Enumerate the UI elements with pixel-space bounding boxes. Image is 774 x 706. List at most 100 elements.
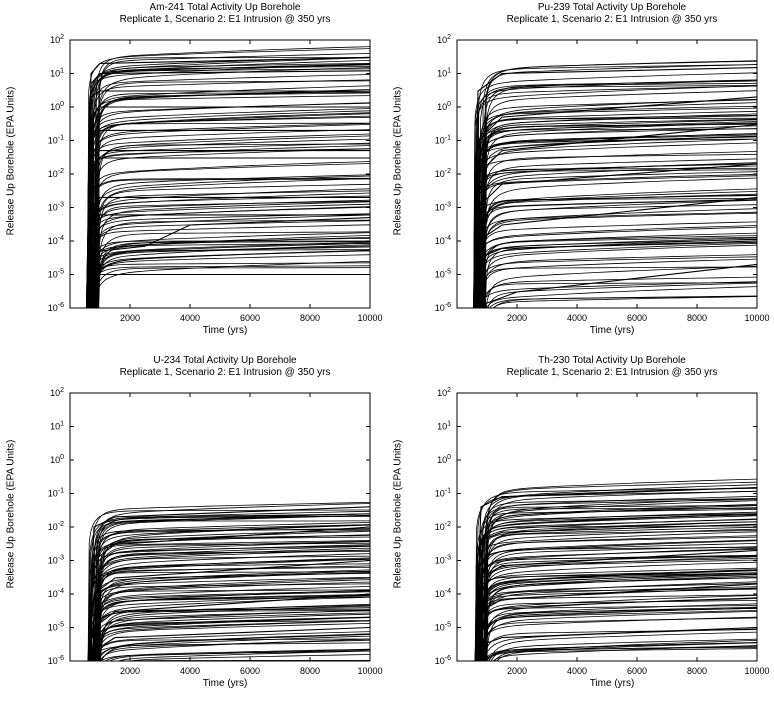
chart-title: Am-241 Total Activity Up Borehole bbox=[149, 2, 301, 13]
series-line-fill-94 bbox=[483, 572, 757, 661]
series-line-fill-42 bbox=[475, 134, 757, 308]
series-line-fill-73 bbox=[94, 583, 370, 661]
y-tick-label: 10-5 bbox=[435, 269, 451, 280]
series-line-fill-9 bbox=[483, 505, 757, 661]
series-line-fill-31 bbox=[95, 555, 370, 661]
series-line-fill-66 bbox=[483, 90, 757, 308]
series-line-fill-38 bbox=[90, 138, 370, 308]
series-line-fill-56 bbox=[480, 539, 757, 661]
y-tick-label: 101 bbox=[50, 421, 64, 432]
x-tick-label: 8000 bbox=[687, 313, 707, 323]
x-tick-label: 8000 bbox=[300, 313, 320, 323]
y-tick-label: 101 bbox=[437, 421, 451, 432]
series-line-fill-11 bbox=[98, 570, 370, 661]
chart-subtitle: Replicate 1, Scenario 2: E1 Intrusion @ … bbox=[119, 14, 331, 25]
series-line-fill-84 bbox=[95, 245, 370, 308]
series-line-fill-88 bbox=[96, 80, 370, 308]
series-line-fill-63 bbox=[95, 623, 370, 661]
series-line-fill-85 bbox=[93, 528, 370, 661]
series-line-fill-72 bbox=[481, 556, 757, 661]
series-line-fill-62 bbox=[94, 112, 370, 308]
y-tick-label: 100 bbox=[437, 101, 451, 112]
x-tick-label: 4000 bbox=[567, 666, 587, 676]
series-line-fill-23 bbox=[94, 535, 370, 661]
series-line-fill-52 bbox=[480, 607, 757, 661]
y-tick-label: 10-1 bbox=[435, 135, 451, 146]
series-line-fill-74 bbox=[93, 199, 370, 308]
series-line-fill-80 bbox=[480, 135, 757, 308]
series-line-fill-82 bbox=[483, 628, 757, 661]
series-line-fill-81 bbox=[96, 522, 370, 661]
series-line-fill-63 bbox=[97, 183, 370, 308]
series-line-fill-81 bbox=[86, 262, 370, 308]
series-line-fill-68 bbox=[478, 577, 757, 661]
series-line-fill-71 bbox=[87, 122, 370, 308]
series-line-fill-72 bbox=[86, 249, 370, 308]
series-line-fill-77 bbox=[98, 530, 370, 661]
series-line-fill-88 bbox=[473, 162, 757, 308]
series-line-fill-79 bbox=[481, 569, 757, 661]
series-line-3 bbox=[472, 163, 757, 308]
y-tick-label: 10-4 bbox=[48, 235, 64, 246]
y-tick-label: 100 bbox=[50, 101, 64, 112]
series-line-fill-70 bbox=[97, 53, 370, 308]
x-axis-label: Time (yrs) bbox=[202, 678, 248, 689]
y-tick-label: 10-6 bbox=[48, 302, 64, 313]
x-tick-label: 6000 bbox=[240, 313, 260, 323]
series-line-fill-7 bbox=[482, 211, 757, 308]
x-axis-label: Time (yrs) bbox=[589, 325, 635, 336]
series-line-fill-47 bbox=[92, 90, 370, 308]
x-tick-label: 6000 bbox=[240, 666, 260, 676]
series-line-fill-66 bbox=[492, 645, 757, 661]
series-line-fill-76 bbox=[477, 102, 757, 308]
plot-pu239: 10-6 10-5 10-4 10-3 10-2 10-1 100 101 102 2000 400… bbox=[435, 34, 770, 323]
series-line-fill-15 bbox=[89, 142, 370, 308]
x-tick-label: 8000 bbox=[687, 666, 707, 676]
series-line-fill-40 bbox=[95, 174, 370, 308]
series-line-fill-48 bbox=[95, 89, 370, 308]
y-tick-label: 10-3 bbox=[435, 555, 451, 566]
series-line-fill-11 bbox=[490, 638, 757, 661]
series-line-fill-92 bbox=[475, 513, 757, 661]
series-line-fill-83 bbox=[474, 225, 757, 308]
series-line-fill-52 bbox=[97, 515, 370, 661]
series-line-fill-65 bbox=[478, 99, 757, 308]
series-line-fill-70 bbox=[476, 610, 757, 661]
series-line-fill-17 bbox=[88, 540, 370, 661]
x-tick-label: 2000 bbox=[120, 666, 140, 676]
series-line-fill-89 bbox=[483, 526, 757, 661]
series-line-fill-55 bbox=[484, 558, 757, 661]
series-line-fill-90 bbox=[488, 631, 757, 661]
y-tick-label: 10-6 bbox=[48, 655, 64, 666]
series-line-fill-49 bbox=[477, 64, 757, 308]
series-line-fill-35 bbox=[90, 85, 370, 308]
series-line-fill-92 bbox=[485, 241, 757, 308]
plot-th230: 10-6 10-5 10-4 10-3 10-2 10-1 100 101 102 2000 400… bbox=[435, 387, 770, 676]
series-line-fill-91 bbox=[94, 577, 370, 661]
series-line-fill-75 bbox=[483, 153, 757, 308]
y-tick-label: 101 bbox=[437, 68, 451, 79]
series-line-fill-64 bbox=[135, 660, 370, 661]
x-axis-label: Time (yrs) bbox=[202, 325, 248, 336]
y-tick-label: 10-1 bbox=[435, 488, 451, 499]
series-line-fill-54 bbox=[482, 276, 757, 308]
series-line-fill-81 bbox=[482, 607, 757, 661]
series-line-fill-68 bbox=[89, 102, 370, 308]
y-tick-label: 10-1 bbox=[48, 135, 64, 146]
chart-title: U-234 Total Activity Up Borehole bbox=[153, 355, 297, 366]
series-line-fill-46 bbox=[95, 178, 370, 308]
series-line-fill-73 bbox=[92, 261, 370, 308]
series-line-fill-60 bbox=[475, 128, 757, 308]
series-line-fill-35 bbox=[483, 536, 757, 661]
series-line-fill-86 bbox=[481, 105, 757, 308]
y-tick-label: 10-1 bbox=[48, 488, 64, 499]
chart-panel-am241: Am-241 Total Activity Up Borehole Replic… bbox=[0, 0, 387, 353]
series-line-fill-69 bbox=[473, 226, 757, 308]
chart-title: Th-230 Total Activity Up Borehole bbox=[538, 355, 686, 366]
series-line-0 bbox=[474, 487, 757, 661]
y-tick-label: 100 bbox=[50, 454, 64, 465]
series-line-fill-88 bbox=[478, 499, 757, 661]
series-line-fill-67 bbox=[481, 498, 757, 661]
y-tick-label: 10-2 bbox=[48, 521, 64, 532]
series-line-fill-91 bbox=[473, 72, 757, 308]
